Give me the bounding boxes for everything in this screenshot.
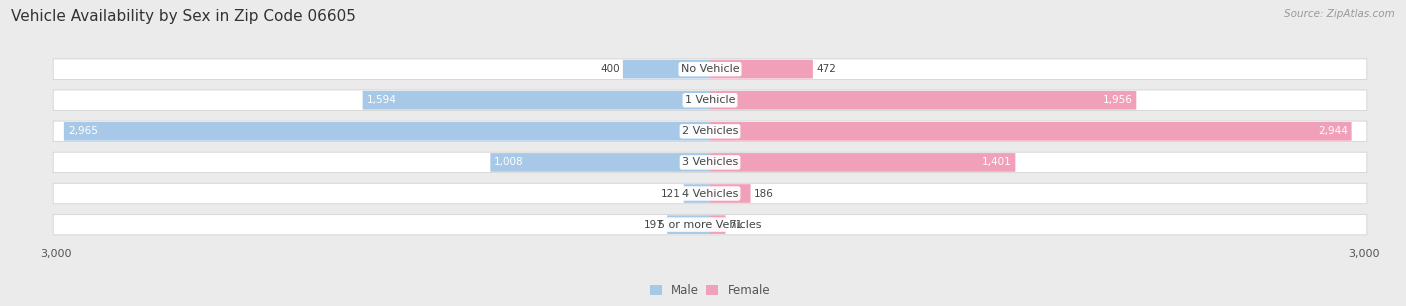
- Text: 71: 71: [728, 220, 742, 230]
- FancyBboxPatch shape: [53, 183, 1367, 204]
- Text: 1 Vehicle: 1 Vehicle: [685, 95, 735, 105]
- FancyBboxPatch shape: [53, 121, 1367, 142]
- Text: 2 Vehicles: 2 Vehicles: [682, 126, 738, 136]
- FancyBboxPatch shape: [666, 215, 710, 234]
- Text: 1,956: 1,956: [1102, 95, 1132, 105]
- Text: 2,944: 2,944: [1317, 126, 1348, 136]
- Text: 1,008: 1,008: [495, 157, 524, 167]
- Text: Source: ZipAtlas.com: Source: ZipAtlas.com: [1284, 9, 1395, 19]
- FancyBboxPatch shape: [53, 152, 1367, 173]
- FancyBboxPatch shape: [53, 214, 1367, 235]
- FancyBboxPatch shape: [710, 153, 1015, 172]
- Text: 3 Vehicles: 3 Vehicles: [682, 157, 738, 167]
- Text: 472: 472: [815, 64, 837, 74]
- FancyBboxPatch shape: [710, 184, 751, 203]
- FancyBboxPatch shape: [363, 91, 710, 110]
- Text: Vehicle Availability by Sex in Zip Code 06605: Vehicle Availability by Sex in Zip Code …: [11, 9, 356, 24]
- FancyBboxPatch shape: [710, 215, 725, 234]
- Text: 400: 400: [600, 64, 620, 74]
- Text: 4 Vehicles: 4 Vehicles: [682, 188, 738, 199]
- FancyBboxPatch shape: [63, 122, 710, 141]
- FancyBboxPatch shape: [683, 184, 710, 203]
- FancyBboxPatch shape: [53, 59, 1367, 80]
- Legend: Male, Female: Male, Female: [645, 279, 775, 302]
- Text: No Vehicle: No Vehicle: [681, 64, 740, 74]
- Text: 1,594: 1,594: [367, 95, 396, 105]
- Text: 186: 186: [754, 188, 773, 199]
- FancyBboxPatch shape: [53, 90, 1367, 110]
- Text: 197: 197: [644, 220, 664, 230]
- Text: 121: 121: [661, 188, 681, 199]
- Text: 5 or more Vehicles: 5 or more Vehicles: [658, 220, 762, 230]
- Text: 2,965: 2,965: [67, 126, 97, 136]
- FancyBboxPatch shape: [623, 60, 710, 79]
- FancyBboxPatch shape: [491, 153, 710, 172]
- FancyBboxPatch shape: [710, 122, 1351, 141]
- FancyBboxPatch shape: [710, 60, 813, 79]
- FancyBboxPatch shape: [710, 91, 1136, 110]
- Text: 1,401: 1,401: [981, 157, 1011, 167]
